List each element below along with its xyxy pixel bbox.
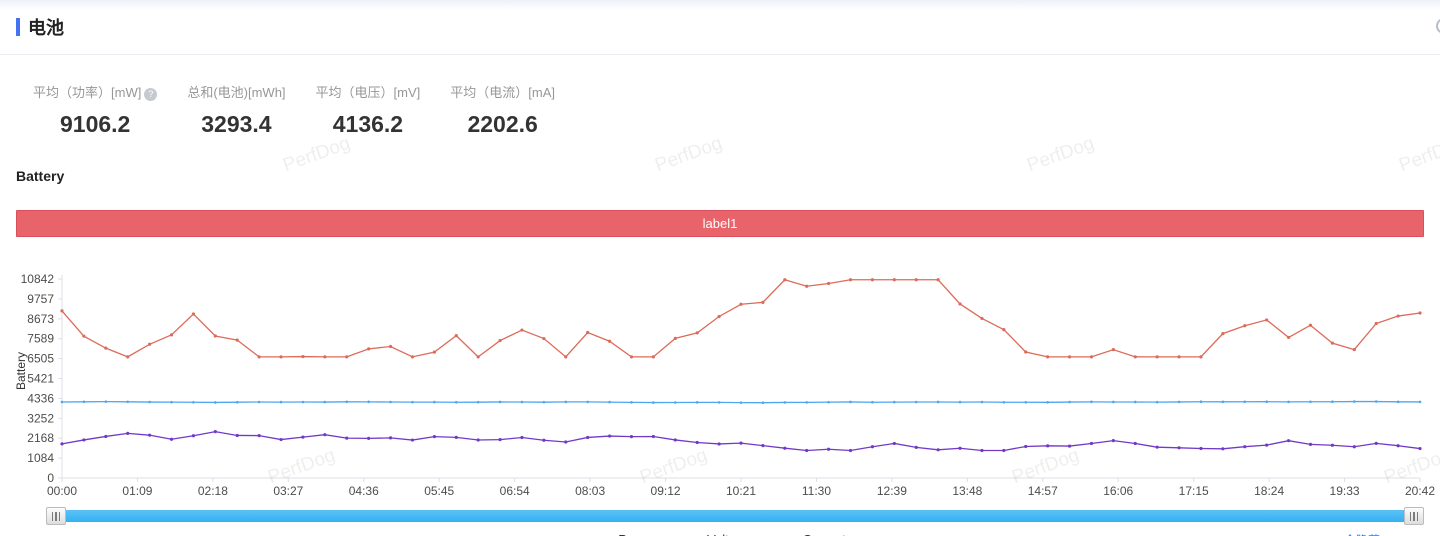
svg-text:08:03: 08:03 [575, 484, 605, 498]
svg-text:03:27: 03:27 [273, 484, 303, 498]
svg-text:01:09: 01:09 [122, 484, 152, 498]
svg-text:20:42: 20:42 [1405, 484, 1435, 498]
svg-text:06:54: 06:54 [500, 484, 530, 498]
svg-text:00:00: 00:00 [47, 484, 77, 498]
svg-text:11:30: 11:30 [802, 484, 831, 498]
svg-text:0: 0 [47, 471, 54, 485]
svg-text:13:48: 13:48 [952, 484, 982, 498]
svg-text:12:39: 12:39 [877, 484, 907, 498]
svg-text:3252: 3252 [27, 411, 54, 425]
svg-text:6505: 6505 [27, 352, 54, 366]
svg-text:05:45: 05:45 [424, 484, 454, 498]
svg-text:02:18: 02:18 [198, 484, 228, 498]
svg-text:4336: 4336 [27, 391, 54, 405]
svg-text:09:12: 09:12 [651, 484, 681, 498]
svg-text:2168: 2168 [27, 431, 54, 445]
svg-text:19:33: 19:33 [1330, 484, 1360, 498]
svg-text:1084: 1084 [27, 451, 54, 465]
svg-text:18:24: 18:24 [1254, 484, 1284, 498]
svg-text:17:15: 17:15 [1179, 484, 1209, 498]
svg-text:14:57: 14:57 [1028, 484, 1058, 498]
svg-text:8673: 8673 [27, 312, 54, 326]
svg-text:10:21: 10:21 [726, 484, 756, 498]
svg-text:5421: 5421 [27, 372, 54, 386]
svg-text:04:36: 04:36 [349, 484, 379, 498]
svg-text:16:06: 16:06 [1103, 484, 1133, 498]
svg-text:7589: 7589 [27, 332, 54, 346]
svg-text:10842: 10842 [21, 272, 55, 286]
svg-text:9757: 9757 [27, 292, 54, 306]
